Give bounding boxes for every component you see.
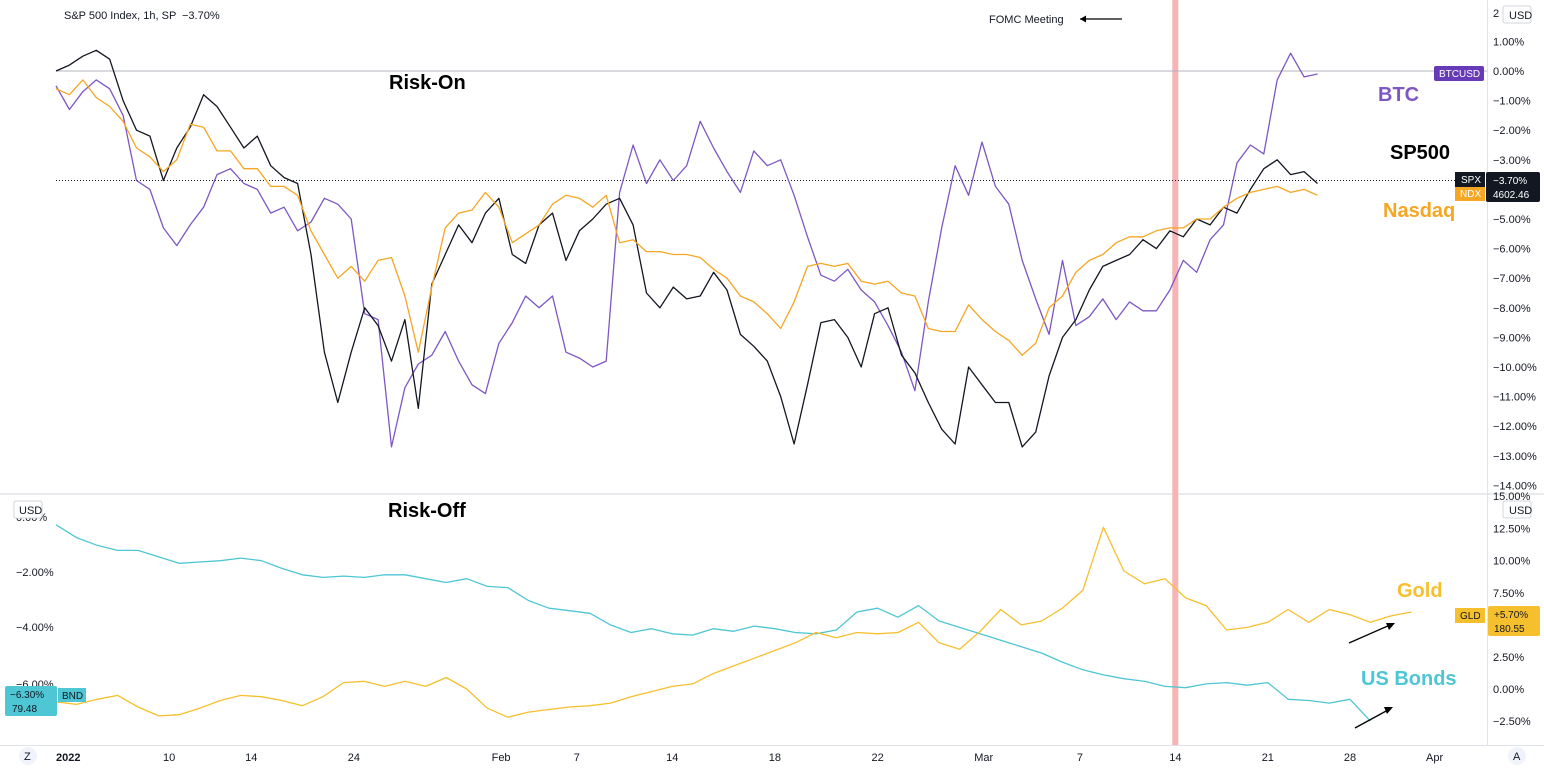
top-axis-tick: −3.00% bbox=[1493, 155, 1531, 167]
btcusd-tag[interactable]: BTCUSD bbox=[1434, 66, 1484, 81]
series-btc-line[interactable] bbox=[55, 52, 1318, 448]
nasdaq-label: Nasdaq bbox=[1383, 200, 1455, 222]
left-axis-tick: −2.00% bbox=[16, 567, 54, 579]
gold-trend-arrow bbox=[1348, 623, 1395, 644]
gld-tag-pct: +5.70% bbox=[1494, 610, 1528, 621]
time-axis-tick: 14 bbox=[245, 752, 257, 764]
time-axis-tick: 21 bbox=[1262, 752, 1274, 764]
top-axis-tick: −10.00% bbox=[1493, 362, 1537, 374]
left-axis-tick: −4.00% bbox=[16, 622, 54, 634]
time-axis-tick: 2022 bbox=[56, 752, 80, 764]
bottom-axis-tick: 10.00% bbox=[1493, 556, 1531, 568]
top-axis-tick: −13.00% bbox=[1493, 451, 1537, 463]
bonds-trend-arrow bbox=[1354, 707, 1393, 729]
time-axis-tick: 24 bbox=[348, 752, 360, 764]
top-axis-tick: −2.00% bbox=[1493, 125, 1531, 137]
top-axis-tick: −8.00% bbox=[1493, 303, 1531, 315]
time-axis-tick: Feb bbox=[492, 752, 511, 764]
spx-tag[interactable]: SPX −3.70% 4602.46 bbox=[1455, 172, 1540, 202]
top-axis-tick: −5.00% bbox=[1493, 214, 1531, 226]
time-axis-tick: 14 bbox=[1169, 752, 1181, 764]
time-axis-tick: Mar bbox=[974, 752, 993, 764]
risk-on-label: Risk-On bbox=[389, 72, 466, 94]
bnd-tag-label: BND bbox=[62, 691, 83, 702]
auto-scale-button[interactable]: A bbox=[1508, 747, 1526, 765]
currency-top-label: USD bbox=[1509, 10, 1532, 22]
top-axis-tick: −7.00% bbox=[1493, 273, 1531, 285]
time-axis-tick: 18 bbox=[769, 752, 781, 764]
gld-tag-price: 180.55 bbox=[1494, 624, 1525, 635]
header-change: −3.70% bbox=[182, 10, 220, 22]
time-axis-tick: 14 bbox=[666, 752, 678, 764]
currency-bottom-left-label: USD bbox=[19, 505, 42, 517]
gld-tag[interactable]: GLD +5.70% 180.55 bbox=[1455, 606, 1540, 636]
currency-bottom-right-label: USD bbox=[1509, 505, 1532, 517]
series-gold-line[interactable] bbox=[55, 526, 1412, 718]
series-nasdaq-line[interactable] bbox=[55, 79, 1318, 356]
time-axis-tick: 7 bbox=[574, 752, 580, 764]
fomc-label: FOMC Meeting bbox=[989, 14, 1064, 26]
time-axis[interactable]: 2022 10 14 24 Feb 7 14 18 22 Mar 7 14 21 28 Apr bbox=[56, 752, 1443, 764]
corner-left-label: Z bbox=[24, 751, 31, 763]
btcusd-tag-label: BTCUSD bbox=[1439, 69, 1480, 80]
fomc-arrow bbox=[1080, 15, 1122, 23]
header-symbol: S&P 500 Index, 1h, SP bbox=[64, 10, 176, 22]
top-axis-tick: −6.00% bbox=[1493, 244, 1531, 256]
time-axis-tick: 10 bbox=[163, 752, 175, 764]
time-axis-tick: 22 bbox=[872, 752, 884, 764]
top-axis-partial: 2 bbox=[1493, 8, 1499, 20]
top-pane-series bbox=[55, 49, 1318, 448]
top-axis-tick: −12.00% bbox=[1493, 421, 1537, 433]
spx-tag-price: 4602.46 bbox=[1493, 190, 1530, 201]
series-us-bonds-line[interactable] bbox=[55, 524, 1371, 722]
bnd-tag-price: 79.48 bbox=[12, 704, 37, 715]
timezone-button[interactable]: Z bbox=[19, 747, 37, 765]
sp500-label: SP500 bbox=[1390, 142, 1450, 164]
bottom-pane-series bbox=[55, 524, 1412, 722]
risk-off-label: Risk-Off bbox=[388, 500, 466, 522]
bottom-axis-tick: −2.50% bbox=[1493, 716, 1531, 728]
top-axis-tick: −9.00% bbox=[1493, 332, 1531, 344]
bnd-tag-pct: −6.30% bbox=[10, 690, 44, 701]
series-sp500-line[interactable] bbox=[55, 49, 1318, 448]
bottom-axis-tick: 0.00% bbox=[1493, 684, 1524, 696]
currency-bottom-left[interactable]: USD bbox=[13, 500, 43, 519]
top-axis-tick: 1.00% bbox=[1493, 36, 1524, 48]
bonds-label: US Bonds bbox=[1361, 668, 1457, 690]
time-axis-tick: Apr bbox=[1426, 752, 1443, 764]
top-axis-tick: 0.00% bbox=[1493, 66, 1524, 78]
bottom-axis-top-label: 15.00% bbox=[1493, 491, 1531, 503]
gold-label: Gold bbox=[1397, 580, 1443, 602]
top-axis-tick: −14.00% bbox=[1493, 480, 1537, 492]
fomc-marker bbox=[1172, 0, 1179, 745]
spx-tag-label: SPX bbox=[1461, 175, 1481, 186]
ndx-tag-label: NDX bbox=[1460, 189, 1481, 200]
time-axis-tick: 7 bbox=[1077, 752, 1083, 764]
bnd-tag[interactable]: −6.30% 79.48 BND bbox=[5, 686, 86, 716]
bottom-axis-tick: 2.50% bbox=[1493, 652, 1524, 664]
currency-top[interactable]: USD bbox=[1502, 5, 1532, 24]
corner-right-label: A bbox=[1513, 751, 1521, 763]
spx-tag-pct: −3.70% bbox=[1493, 176, 1527, 187]
bottom-axis-tick: 7.50% bbox=[1493, 588, 1524, 600]
btc-label: BTC bbox=[1378, 84, 1419, 106]
currency-bottom-right[interactable]: USD bbox=[1502, 500, 1532, 519]
ndx-tag[interactable]: NDX bbox=[1455, 187, 1485, 201]
top-axis-tick: −1.00% bbox=[1493, 96, 1531, 108]
gld-tag-label: GLD bbox=[1460, 611, 1481, 622]
time-axis-tick: 28 bbox=[1344, 752, 1356, 764]
bottom-axis-tick: 12.50% bbox=[1493, 524, 1531, 536]
top-axis-tick: −11.00% bbox=[1493, 392, 1536, 404]
